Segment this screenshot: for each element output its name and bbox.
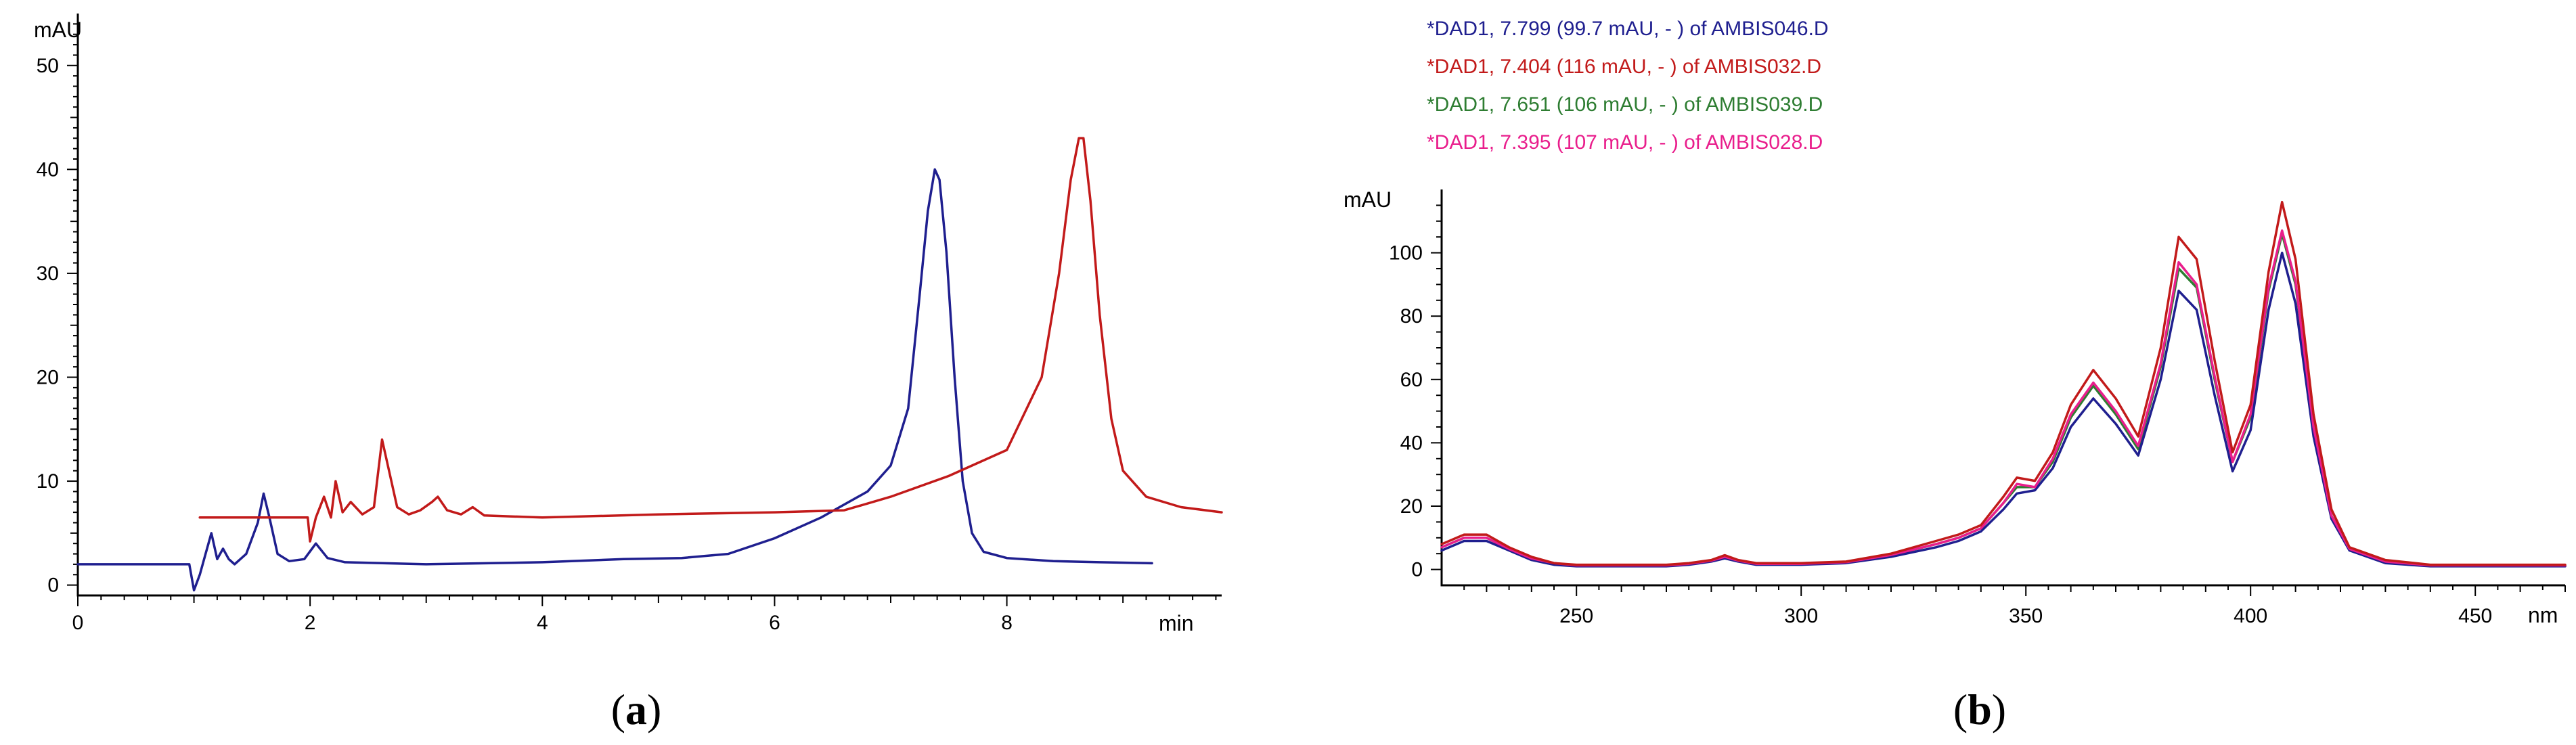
y-axis-label-b: mAU — [1343, 187, 1392, 212]
chromatogram-panel-a: 0 10 20 30 40 50 0 2 4 6 8 mAU min (a) — [34, 14, 1223, 733]
panel-label-a: (a) — [611, 685, 662, 733]
y-tick-label-b: 80 — [1400, 305, 1423, 328]
y-tick-label-a: 30 — [37, 263, 59, 285]
y-tick-label-b: 0 — [1411, 559, 1423, 581]
x-tick-label-b: 400 — [2234, 605, 2267, 627]
axis-frame-b — [1440, 189, 2565, 587]
y-tick-label-a: 10 — [37, 470, 59, 493]
spectrum-panel-b: *DAD1, 7.799 (99.7 mAU, - ) of AMBIS046.… — [1343, 18, 2567, 733]
y-tick-label-b: 60 — [1400, 369, 1423, 391]
x-tick-label-a: 2 — [305, 612, 316, 634]
series-line-ambis046-d — [1440, 251, 2567, 568]
y-tick-label-b: 100 — [1389, 242, 1423, 265]
y-tick-label-b: 20 — [1400, 495, 1423, 518]
x-tick-label-a: 0 — [72, 612, 84, 634]
legend-entry: *DAD1, 7.799 (99.7 mAU, - ) of AMBIS046.… — [1427, 18, 1829, 40]
y-tick-label-b: 40 — [1400, 432, 1423, 454]
series-line-blue-a — [76, 168, 1153, 592]
x-tick-label-b: 450 — [2458, 605, 2492, 627]
x-tick-label-a: 8 — [1001, 612, 1013, 634]
axis-frame-a — [76, 14, 1222, 597]
series-line-red-a — [198, 137, 1223, 543]
x-tick-label-b: 300 — [1784, 605, 1818, 627]
x-axis-label-a: min — [1159, 611, 1194, 635]
series-line-ambis039-d — [1440, 232, 2567, 567]
x-axis-label-b: nm — [2528, 603, 2558, 627]
x-tick-label-a: 6 — [769, 612, 780, 634]
x-tick-label-b: 350 — [2009, 605, 2043, 627]
series-line-ambis028-d — [1440, 229, 2567, 567]
y-tick-label-a: 20 — [37, 367, 59, 389]
y-tick-label-a: 0 — [47, 574, 59, 597]
panel-label-b: (b) — [1953, 685, 2006, 733]
y-tick-label-a: 50 — [37, 55, 59, 77]
panel-letter-b: b — [1968, 685, 1992, 733]
y-tick-label-a: 40 — [37, 158, 59, 181]
x-tick-label-b: 250 — [1559, 605, 1593, 627]
legend-entry: *DAD1, 7.651 (106 mAU, - ) of AMBIS039.D — [1427, 93, 1823, 116]
legend-entry: *DAD1, 7.404 (116 mAU, - ) of AMBIS032.D — [1427, 55, 1821, 78]
legend-entry: *DAD1, 7.395 (107 mAU, - ) of AMBIS028.D — [1427, 131, 1823, 154]
x-tick-label-a: 4 — [537, 612, 548, 634]
y-axis-label-a: mAU — [34, 18, 82, 42]
series-line-ambis032-d — [1440, 200, 2567, 566]
panel-letter-a: a — [625, 685, 647, 733]
